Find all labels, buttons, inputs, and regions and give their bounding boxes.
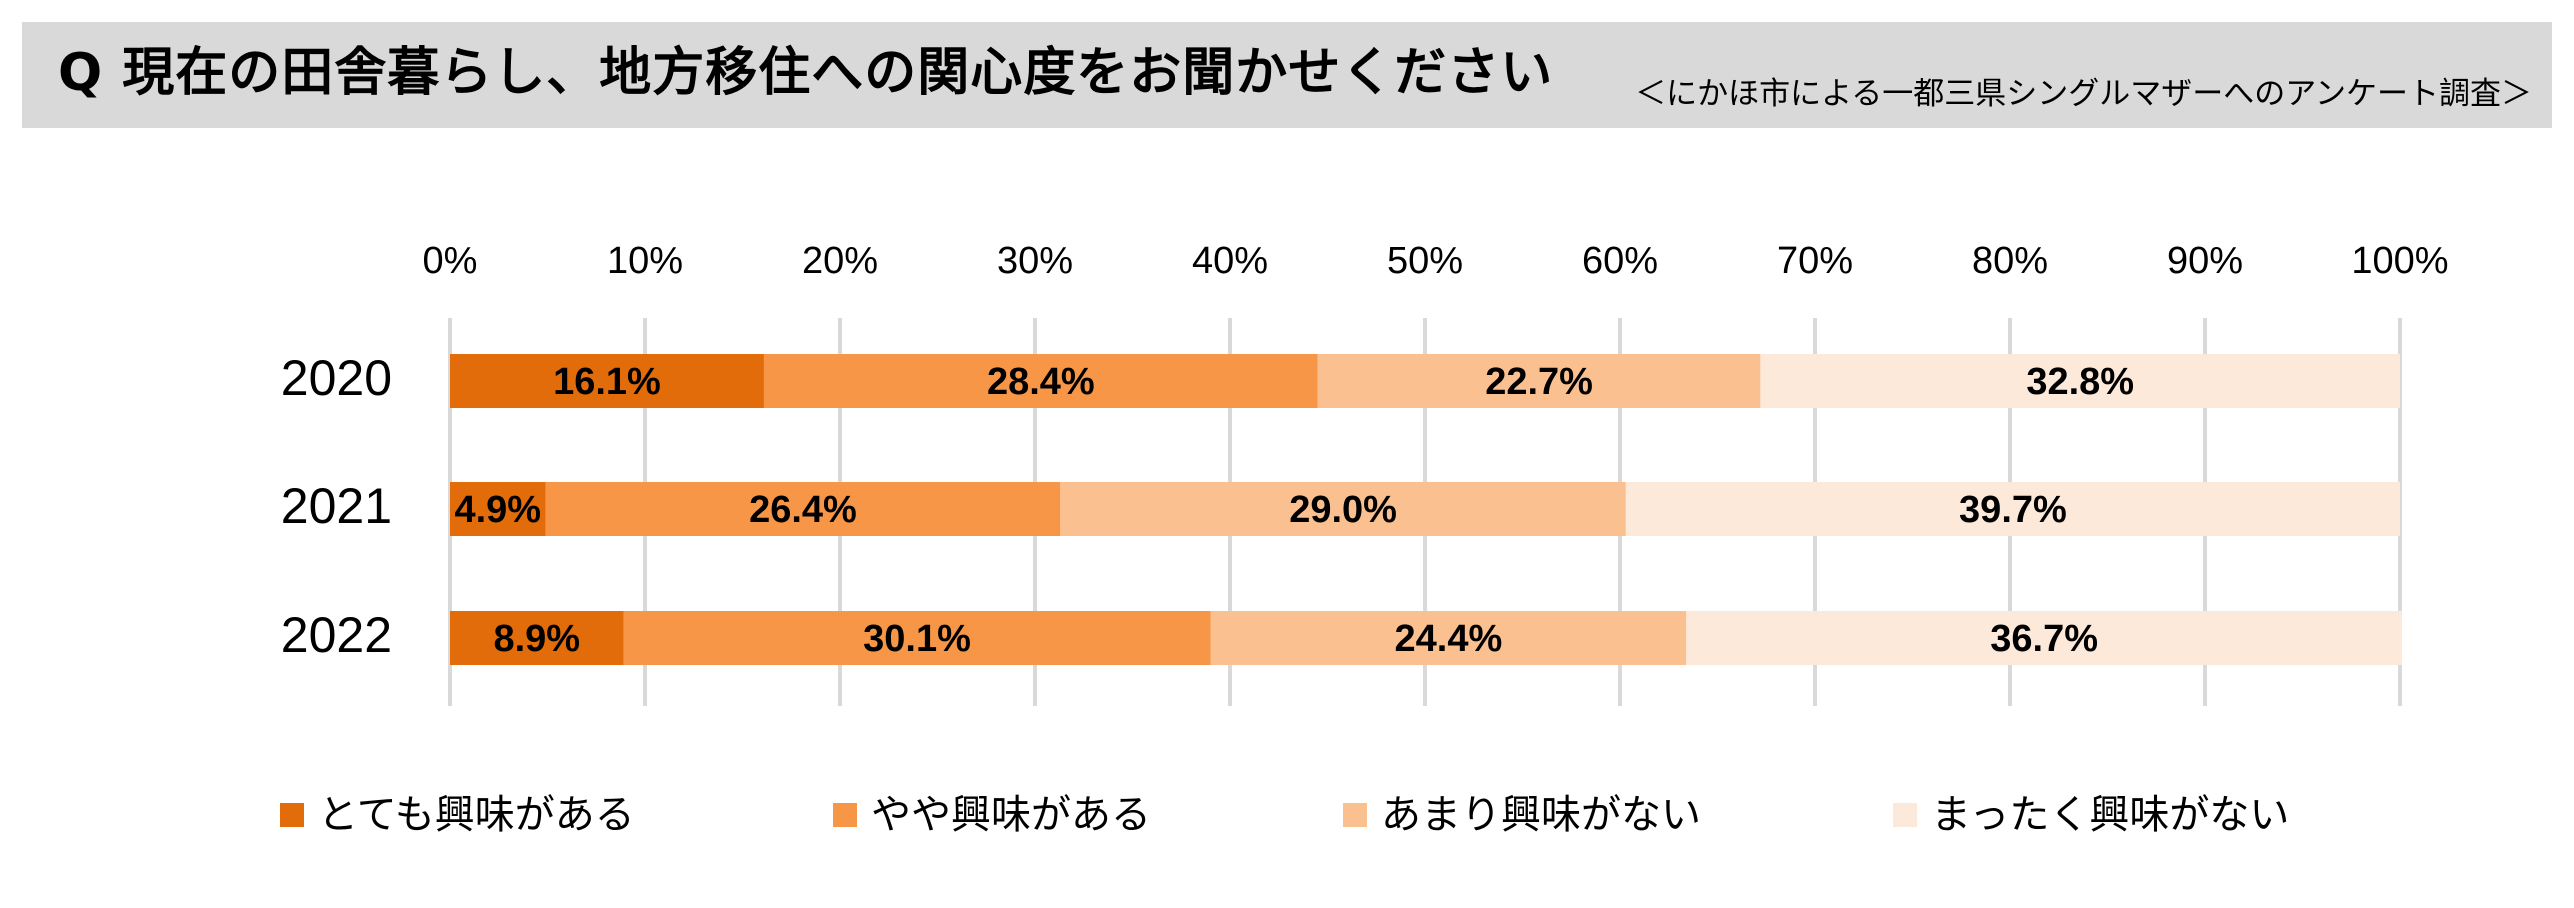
bar-segment bbox=[450, 354, 764, 408]
legend-swatch bbox=[1893, 803, 1917, 827]
x-tick-label: 70% bbox=[1777, 240, 1853, 282]
legend-swatch bbox=[280, 803, 304, 827]
chart-title: Q 現在の田舎暮らし、地方移住への関心度をお聞かせください bbox=[58, 43, 1554, 103]
x-tick-label: 0% bbox=[423, 240, 478, 282]
x-tick-label: 100% bbox=[2351, 240, 2448, 282]
data-label: 16.1% bbox=[553, 361, 661, 403]
legend-item-somewhat-interested: やや興味がある bbox=[833, 790, 1151, 840]
legend-swatch bbox=[833, 803, 857, 827]
data-label: 32.8% bbox=[2026, 361, 2134, 403]
title-bar: Q 現在の田舎暮らし、地方移住への関心度をお聞かせください ＜にかほ市による一都… bbox=[22, 22, 2552, 128]
bar-segment bbox=[450, 482, 546, 536]
legend-label: あまり興味がない bbox=[1381, 792, 1701, 838]
bar-segment bbox=[763, 354, 1318, 408]
category-label: 2022 bbox=[281, 607, 392, 663]
data-label: 28.4% bbox=[987, 361, 1095, 403]
bar-segment bbox=[1760, 354, 2400, 408]
data-label: 22.7% bbox=[1485, 361, 1593, 403]
legend-label: とても興味がある bbox=[318, 792, 635, 838]
legend-item-very-interested: とても興味がある bbox=[280, 790, 635, 840]
x-tick-label: 80% bbox=[1972, 240, 2048, 282]
legend-item-not-interested-at-all: まったく興味がない bbox=[1893, 790, 2289, 840]
legend-label: まったく興味がない bbox=[1931, 792, 2290, 838]
data-label: 39.7% bbox=[1959, 489, 2067, 531]
x-tick-label: 20% bbox=[802, 240, 878, 282]
data-label: 36.7% bbox=[1990, 618, 2098, 660]
x-tick-label: 50% bbox=[1387, 240, 1463, 282]
legend-swatch bbox=[1343, 803, 1367, 827]
category-label: 2021 bbox=[281, 478, 392, 534]
x-tick-label: 40% bbox=[1192, 240, 1268, 282]
data-label: 24.4% bbox=[1395, 618, 1503, 660]
data-label: 30.1% bbox=[863, 618, 971, 660]
x-tick-label: 30% bbox=[997, 240, 1073, 282]
x-tick-label: 10% bbox=[607, 240, 683, 282]
bar-segment bbox=[623, 611, 1211, 665]
data-label: 29.0% bbox=[1289, 489, 1397, 531]
category-label: 2020 bbox=[281, 350, 392, 406]
bar-segment bbox=[1317, 354, 1761, 408]
data-label: 8.9% bbox=[493, 618, 580, 660]
bar-segment bbox=[545, 482, 1061, 536]
legend-label: やや興味がある bbox=[871, 792, 1151, 838]
bar-segment bbox=[1625, 482, 2400, 536]
chart-subtitle: ＜にかほ市による一都三県シングルマザーへのアンケート調査＞ bbox=[1635, 76, 2532, 112]
legend-item-not-very-interested: あまり興味がない bbox=[1343, 790, 1701, 840]
bar-segment bbox=[1060, 482, 1626, 536]
data-label: 4.9% bbox=[454, 489, 541, 531]
data-label: 26.4% bbox=[749, 489, 857, 531]
x-tick-label: 90% bbox=[2167, 240, 2243, 282]
bar-segment bbox=[1686, 611, 2402, 665]
bar-segment bbox=[1210, 611, 1687, 665]
x-tick-label: 60% bbox=[1582, 240, 1658, 282]
bar-segment bbox=[450, 611, 624, 665]
